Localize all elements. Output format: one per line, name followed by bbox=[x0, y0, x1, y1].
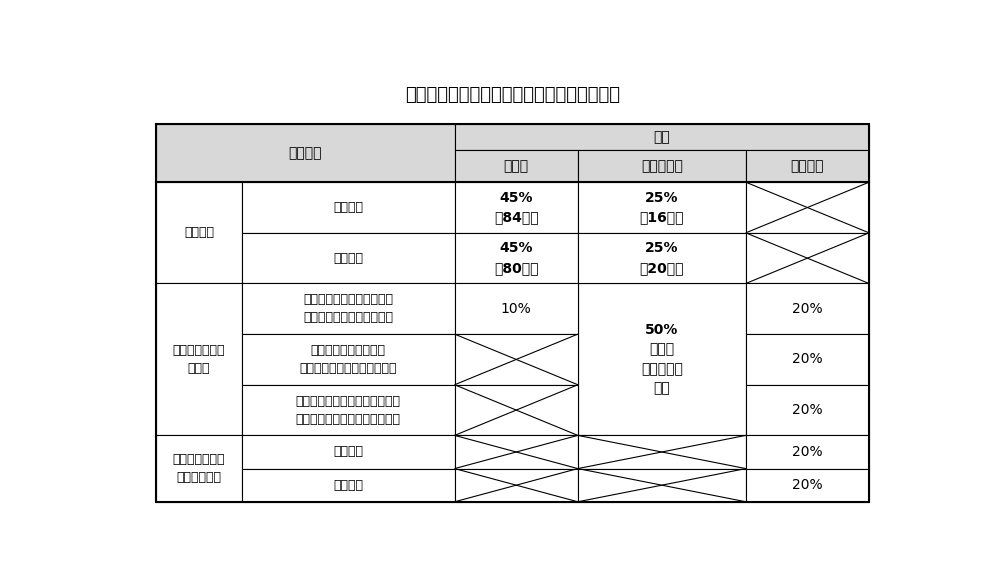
Bar bbox=[455, 436, 578, 468]
Bar bbox=[156, 436, 242, 502]
Bar bbox=[242, 334, 455, 385]
Bar bbox=[156, 182, 242, 283]
Bar bbox=[156, 124, 455, 182]
Text: 【１】海外の友人に日本の
　特徴をメールで送ろう！: 【１】海外の友人に日本の 特徴をメールで送ろう！ bbox=[303, 293, 393, 324]
Text: 【２】岩石サイクルの
　エネルギー源を考えよう！: 【２】岩石サイクルの エネルギー源を考えよう！ bbox=[299, 344, 397, 375]
Bar bbox=[242, 436, 455, 468]
Bar bbox=[578, 436, 746, 468]
Bar bbox=[455, 150, 578, 182]
Text: 観点: 観点 bbox=[653, 130, 670, 144]
Text: 45%
（84点）: 45% （84点） bbox=[494, 191, 539, 224]
Text: 20%: 20% bbox=[792, 478, 823, 492]
Bar bbox=[455, 124, 869, 150]
Bar bbox=[455, 385, 578, 436]
Bar bbox=[455, 334, 578, 385]
Bar bbox=[746, 334, 869, 385]
Text: 20%: 20% bbox=[792, 352, 823, 366]
Bar bbox=[242, 182, 455, 233]
Text: 20%: 20% bbox=[792, 302, 823, 316]
Text: 20%: 20% bbox=[792, 445, 823, 459]
Text: 25%
（16点）: 25% （16点） bbox=[640, 191, 684, 224]
Text: 主体態度: 主体態度 bbox=[791, 159, 824, 173]
Text: 定期考査: 定期考査 bbox=[184, 227, 214, 239]
Bar bbox=[455, 468, 578, 502]
Text: 単元末２: 単元末２ bbox=[333, 479, 363, 492]
Bar bbox=[746, 150, 869, 182]
Text: 【３】日本の気候の原因となる
　日本列島の位置的な特徴は？: 【３】日本の気候の原因となる 日本列島の位置的な特徴は？ bbox=[296, 395, 401, 426]
Bar bbox=[242, 385, 455, 436]
Text: 第３考査: 第３考査 bbox=[333, 201, 363, 214]
Bar bbox=[242, 468, 455, 502]
Text: 表２　各観点に対する評価材料が占める割合: 表２ 各観点に対する評価材料が占める割合 bbox=[405, 86, 620, 104]
Bar bbox=[156, 124, 869, 502]
Bar bbox=[578, 468, 746, 502]
Bar bbox=[455, 283, 578, 334]
Text: パフォーマンス
課題等: パフォーマンス 課題等 bbox=[173, 344, 225, 375]
Bar bbox=[156, 283, 242, 436]
Text: 知・技: 知・技 bbox=[504, 159, 529, 173]
Bar bbox=[455, 182, 578, 233]
Bar bbox=[578, 283, 746, 436]
Bar bbox=[578, 182, 746, 233]
Text: 思・判・表: 思・判・表 bbox=[641, 159, 683, 173]
Bar bbox=[455, 233, 578, 283]
Text: 20%: 20% bbox=[792, 403, 823, 417]
Text: ノートの記述・
ふりかえり等: ノートの記述・ ふりかえり等 bbox=[173, 453, 225, 484]
Bar bbox=[746, 233, 869, 283]
Text: 評価材料: 評価材料 bbox=[289, 146, 322, 160]
Bar bbox=[578, 233, 746, 283]
Text: 25%
（20点）: 25% （20点） bbox=[640, 241, 684, 275]
Bar bbox=[578, 150, 746, 182]
Text: 10%: 10% bbox=[501, 302, 532, 316]
Text: 45%
（80点）: 45% （80点） bbox=[494, 241, 538, 275]
Bar bbox=[746, 182, 869, 233]
Bar bbox=[242, 283, 455, 334]
Text: 第４考査: 第４考査 bbox=[333, 252, 363, 265]
Text: 単元末１: 単元末１ bbox=[333, 446, 363, 458]
Bar bbox=[746, 283, 869, 334]
Bar bbox=[746, 385, 869, 436]
Bar bbox=[746, 436, 869, 468]
Text: 50%
３回の
達成状況の
平均: 50% ３回の 達成状況の 平均 bbox=[641, 323, 683, 396]
Bar bbox=[242, 233, 455, 283]
Bar bbox=[746, 468, 869, 502]
